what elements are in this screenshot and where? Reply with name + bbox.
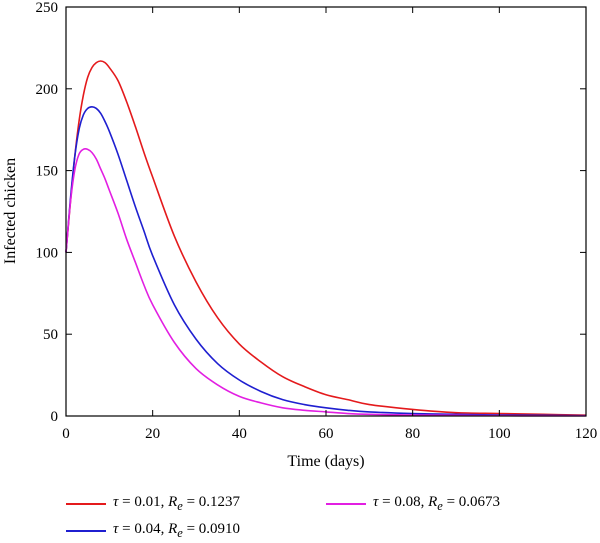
x-tick-label-40: 40 xyxy=(232,426,247,442)
y-tick-label-0: 0 xyxy=(51,409,59,425)
y-tick-label-100: 100 xyxy=(36,245,59,261)
series-line-0 xyxy=(65,60,587,416)
x-tick-label-100: 100 xyxy=(488,426,511,442)
y-tick-label-150: 150 xyxy=(36,164,59,180)
y-tick-label-250: 250 xyxy=(36,0,59,16)
legend-swatch-tau-0-04 xyxy=(66,530,106,532)
legend-swatch-tau-0-01 xyxy=(66,503,106,505)
x-tick-label-120: 120 xyxy=(575,426,598,442)
line-chart: 0 20 40 60 80 100 120 0 50 100 150 200 250 Time (day… xyxy=(2,0,598,470)
legend-item-tau-0-04: τ = 0.04, Re = 0.0910 xyxy=(66,519,240,540)
y-tick-label-50: 50 xyxy=(43,327,58,343)
legend-item-tau-0-01: τ = 0.01, Re = 0.1237 xyxy=(66,492,240,513)
x-tick-label-0: 0 xyxy=(62,426,70,442)
series-line-1 xyxy=(65,105,587,417)
y-tick-label-200: 200 xyxy=(36,82,59,98)
y-axis-label: Infected chicken xyxy=(2,158,19,264)
x-axis-label: Time (days) xyxy=(287,453,364,470)
plot-frame xyxy=(65,6,587,417)
legend-item-tau-0-08: τ = 0.08, Re = 0.0673 xyxy=(326,492,500,513)
legend-swatch-tau-0-08 xyxy=(326,503,366,505)
series-line-2 xyxy=(65,148,587,417)
x-tick-label-80: 80 xyxy=(405,426,420,442)
x-tick-label-60: 60 xyxy=(319,426,334,442)
x-tick-label-20: 20 xyxy=(145,426,160,442)
